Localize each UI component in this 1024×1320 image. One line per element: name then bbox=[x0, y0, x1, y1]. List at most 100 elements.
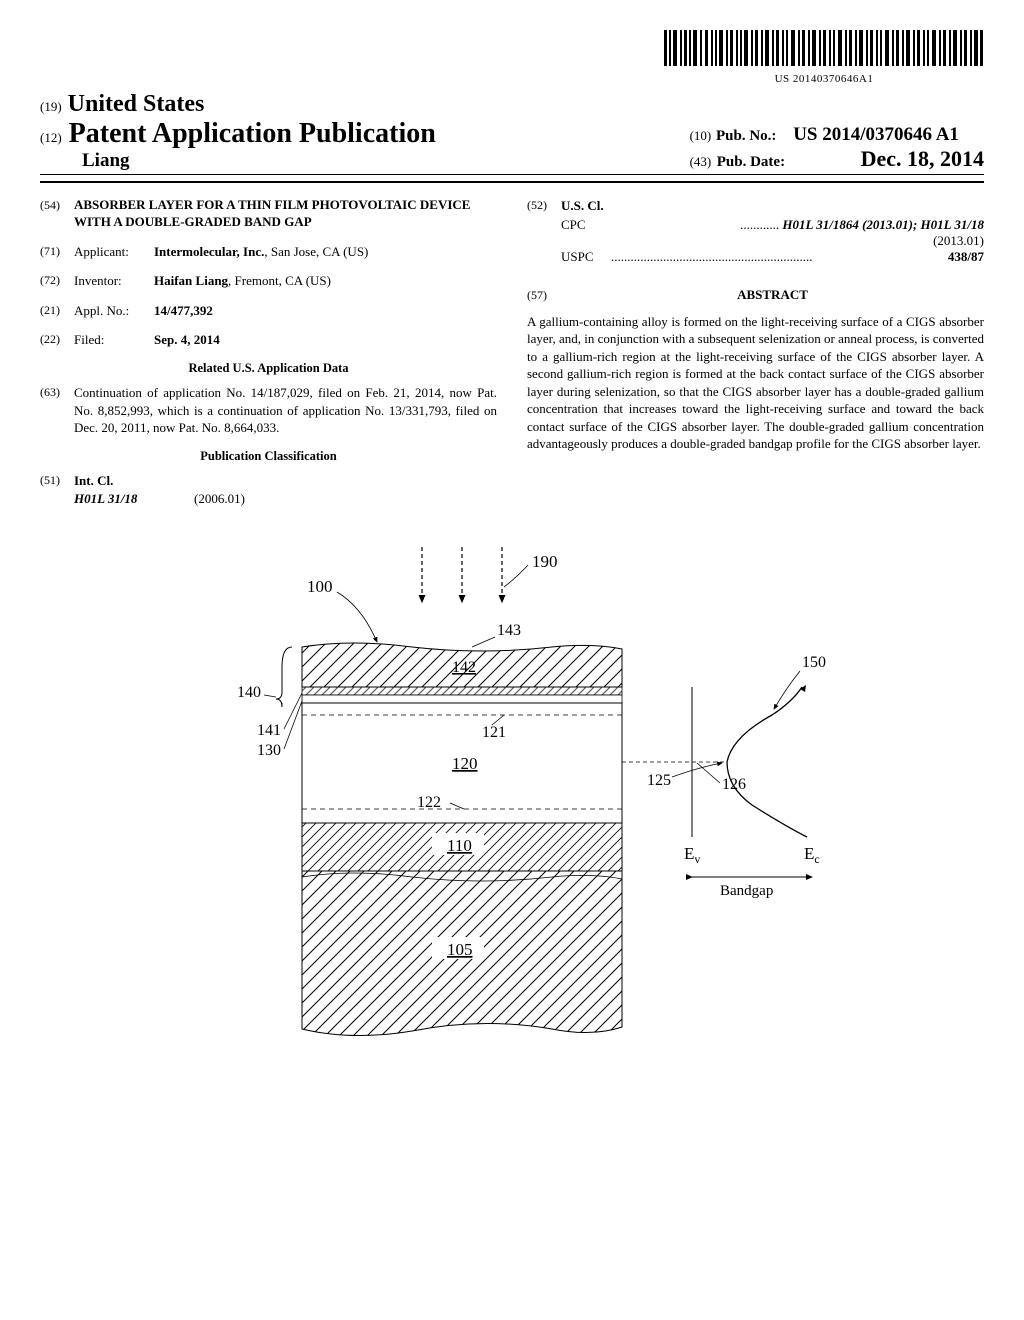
uscl-label-text: U.S. Cl. bbox=[561, 198, 604, 213]
cpc-line1: CPC ............ H01L 31/1864 (2013.01);… bbox=[561, 217, 984, 233]
inventor-value: Haifan Liang, Fremont, CA (US) bbox=[154, 272, 497, 290]
label-143: 143 bbox=[497, 622, 521, 639]
label-150: 150 bbox=[802, 654, 826, 671]
applno-code: (21) bbox=[40, 302, 74, 320]
intcl-code: (51) bbox=[40, 472, 74, 490]
uspc-value: 438/87 bbox=[948, 249, 984, 265]
cpc-date: (2013.01) bbox=[561, 233, 984, 249]
inventor-name: Haifan Liang bbox=[154, 273, 228, 288]
intcl-class-text: H01L 31/18 bbox=[74, 491, 137, 506]
continuation-row: (63) Continuation of application No. 14/… bbox=[40, 384, 497, 437]
label-125: 125 bbox=[647, 772, 671, 789]
intcl-value-row: H01L 31/18 (2006.01) bbox=[74, 491, 497, 507]
applno-row: (21) Appl. No.: 14/477,392 bbox=[40, 302, 497, 320]
cpc-dots: ............ H01L 31/1864 (2013.01); H01… bbox=[601, 217, 984, 233]
country-name: United States bbox=[68, 91, 205, 117]
uspc-dots: ........................................… bbox=[611, 249, 948, 265]
label-141: 141 bbox=[257, 722, 281, 739]
applicant-row: (71) Applicant: Intermolecular, Inc., Sa… bbox=[40, 243, 497, 261]
header-right: (10) Pub. No.: US 2014/0370646 A1 (43) P… bbox=[690, 124, 984, 172]
header-row: (19) United States (12) Patent Applicati… bbox=[40, 91, 984, 172]
label-100: 100 bbox=[307, 577, 333, 596]
pubdate-code: (43) bbox=[690, 154, 712, 169]
intcl-date: (2006.01) bbox=[194, 491, 245, 507]
left-column: (54) ABSORBER LAYER FOR A THIN FILM PHOT… bbox=[40, 197, 497, 507]
inventor-row: (72) Inventor: Haifan Liang, Fremont, CA… bbox=[40, 272, 497, 290]
label-190: 190 bbox=[532, 552, 558, 571]
biblio-columns: (54) ABSORBER LAYER FOR A THIN FILM PHOT… bbox=[40, 197, 984, 507]
inventor-code: (72) bbox=[40, 272, 74, 290]
filed-label: Filed: bbox=[74, 331, 154, 349]
label-105: 105 bbox=[447, 940, 473, 959]
abstract-header-row: (57) ABSTRACT bbox=[527, 287, 984, 303]
uscl-row: (52) U.S. Cl. bbox=[527, 197, 984, 215]
divider-thin bbox=[40, 174, 984, 175]
label-120: 120 bbox=[452, 754, 478, 773]
uspc-label: USPC bbox=[561, 249, 611, 265]
light-arrows bbox=[422, 547, 502, 602]
label-110: 110 bbox=[447, 836, 472, 855]
applicant-name: Intermolecular, Inc. bbox=[154, 244, 264, 259]
uscl-code: (52) bbox=[527, 197, 561, 215]
intcl-label: Int. Cl. bbox=[74, 472, 113, 490]
invention-title: ABSORBER LAYER FOR A THIN FILM PHOTOVOLT… bbox=[74, 197, 497, 231]
label-ec: Ec bbox=[804, 844, 820, 866]
cpc-block: CPC ............ H01L 31/1864 (2013.01);… bbox=[561, 217, 984, 265]
uspc-line: USPC ...................................… bbox=[561, 249, 984, 265]
right-column: (52) U.S. Cl. CPC ............ H01L 31/1… bbox=[527, 197, 984, 507]
country-line: (19) United States bbox=[40, 91, 690, 118]
pubno-value: US 2014/0370646 A1 bbox=[793, 124, 959, 145]
country-code: (19) bbox=[40, 99, 62, 114]
abstract-label: ABSTRACT bbox=[561, 287, 984, 303]
uscl-label: U.S. Cl. bbox=[561, 197, 604, 215]
author-line: Liang bbox=[82, 150, 690, 172]
kind-label: Patent Application Publication bbox=[69, 118, 436, 149]
intcl-row: (51) Int. Cl. bbox=[40, 472, 497, 490]
inventor-label: Inventor: bbox=[74, 272, 154, 290]
intcl-class: H01L 31/18 bbox=[74, 491, 194, 507]
barcode-svg bbox=[664, 30, 984, 66]
abstract-code: (57) bbox=[527, 288, 561, 303]
cpc-value: H01L 31/1864 (2013.01); H01L 31/18 bbox=[782, 217, 984, 232]
bandgap-plot: 150 125 126 Ev Ec Bandgap bbox=[622, 654, 826, 899]
label-130: 130 bbox=[257, 742, 281, 759]
pubclass-header: Publication Classification bbox=[40, 449, 497, 464]
label-121: 121 bbox=[482, 724, 506, 741]
related-header: Related U.S. Application Data bbox=[40, 361, 497, 376]
pubno-line: (10) Pub. No.: US 2014/0370646 A1 bbox=[690, 124, 984, 146]
applno-value: 14/477,392 bbox=[154, 302, 497, 320]
intcl-label-text: Int. Cl. bbox=[74, 473, 113, 488]
pubdate-line: (43) Pub. Date: Dec. 18, 2014 bbox=[690, 146, 984, 172]
publication-kind-line: (12) Patent Application Publication bbox=[40, 118, 690, 150]
label-bandgap: Bandgap bbox=[720, 883, 773, 899]
layer-stack: 143 142 120 110 105 bbox=[302, 622, 622, 1036]
applicant-code: (71) bbox=[40, 243, 74, 261]
figure-area: 190 100 143 142 120 bbox=[40, 537, 984, 1102]
label-140: 140 bbox=[237, 684, 261, 701]
filed-value: Sep. 4, 2014 bbox=[154, 331, 497, 349]
inventor-loc: , Fremont, CA (US) bbox=[228, 273, 331, 288]
label-ev: Ev bbox=[684, 844, 700, 866]
applicant-value: Intermolecular, Inc., San Jose, CA (US) bbox=[154, 243, 497, 261]
applno-number: 14/477,392 bbox=[154, 303, 213, 318]
pubno-label: Pub. No.: bbox=[716, 128, 776, 144]
title-code: (54) bbox=[40, 197, 74, 231]
abstract-body: A gallium-containing alloy is formed on … bbox=[527, 313, 984, 453]
uspc-value-text: 438/87 bbox=[948, 249, 984, 264]
kind-code: (12) bbox=[40, 130, 62, 145]
continuation-text: Continuation of application No. 14/187,0… bbox=[74, 384, 497, 437]
divider-thick bbox=[40, 181, 984, 183]
applicant-label: Applicant: bbox=[74, 243, 154, 261]
cpc-label: CPC bbox=[561, 217, 601, 233]
figure-svg: 190 100 143 142 120 bbox=[152, 537, 872, 1097]
barcode: US 20140370646A1 bbox=[664, 30, 984, 85]
filed-row: (22) Filed: Sep. 4, 2014 bbox=[40, 331, 497, 349]
label-122: 122 bbox=[417, 794, 441, 811]
pubdate-label: Pub. Date: bbox=[717, 154, 785, 170]
label-126: 126 bbox=[722, 776, 746, 793]
pubno-code: (10) bbox=[690, 128, 712, 143]
filed-date: Sep. 4, 2014 bbox=[154, 332, 220, 347]
title-row: (54) ABSORBER LAYER FOR A THIN FILM PHOT… bbox=[40, 197, 497, 231]
barcode-region: US 20140370646A1 bbox=[40, 30, 984, 87]
label-142: 142 bbox=[452, 659, 476, 676]
